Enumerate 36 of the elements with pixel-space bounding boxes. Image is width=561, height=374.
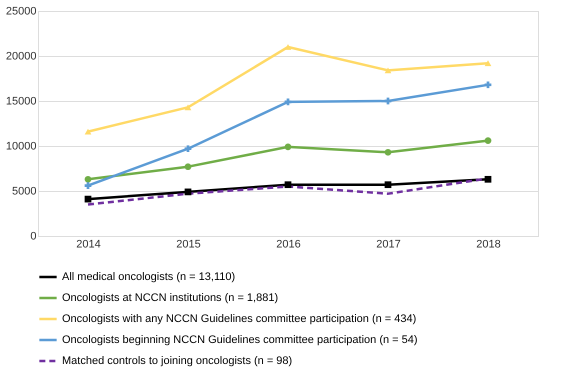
legend-label: Oncologists beginning NCCN Guidelines committee participation (n = 54): [62, 334, 418, 346]
x-tick-label: 2018: [476, 238, 501, 250]
y-tick-label: 15000: [6, 96, 36, 108]
point: [84, 176, 92, 183]
legend-label: All medical oncologists (n = 13,110): [62, 271, 236, 283]
point: [384, 67, 392, 74]
point: [484, 60, 492, 66]
x-tick-label: 2014: [76, 238, 101, 250]
point: [284, 44, 292, 50]
point: [184, 145, 192, 152]
point: [284, 181, 292, 188]
legend-label: Oncologists with any NCCN Guidelines committee participation (n = 434): [62, 313, 416, 325]
legend-label: Matched controls to joining oncologists (n = 98): [62, 355, 292, 367]
point: [384, 98, 392, 104]
x-tick-label: 2017: [376, 238, 401, 250]
point: [284, 98, 292, 106]
legend-label: Oncologists at NCCN institutions (n = 1,881): [62, 292, 278, 304]
point: [84, 128, 92, 135]
point: [484, 137, 492, 144]
y-tick-label: 5000: [12, 186, 36, 198]
x-tick-label: 2016: [276, 238, 301, 250]
point: [184, 188, 192, 196]
point: [284, 144, 292, 150]
point: [384, 181, 392, 188]
point: [484, 176, 492, 183]
point: [384, 148, 392, 156]
x-tick-label: 2015: [176, 238, 201, 250]
y-tick-label: 0: [30, 230, 36, 242]
point: [484, 81, 492, 88]
point: [184, 163, 192, 170]
point: [84, 196, 92, 202]
y-tick-label: 20000: [6, 50, 36, 62]
point: [184, 104, 192, 110]
y-tick-label: 10000: [6, 140, 36, 152]
y-tick-label: 25000: [6, 6, 36, 18]
point: [84, 182, 92, 189]
